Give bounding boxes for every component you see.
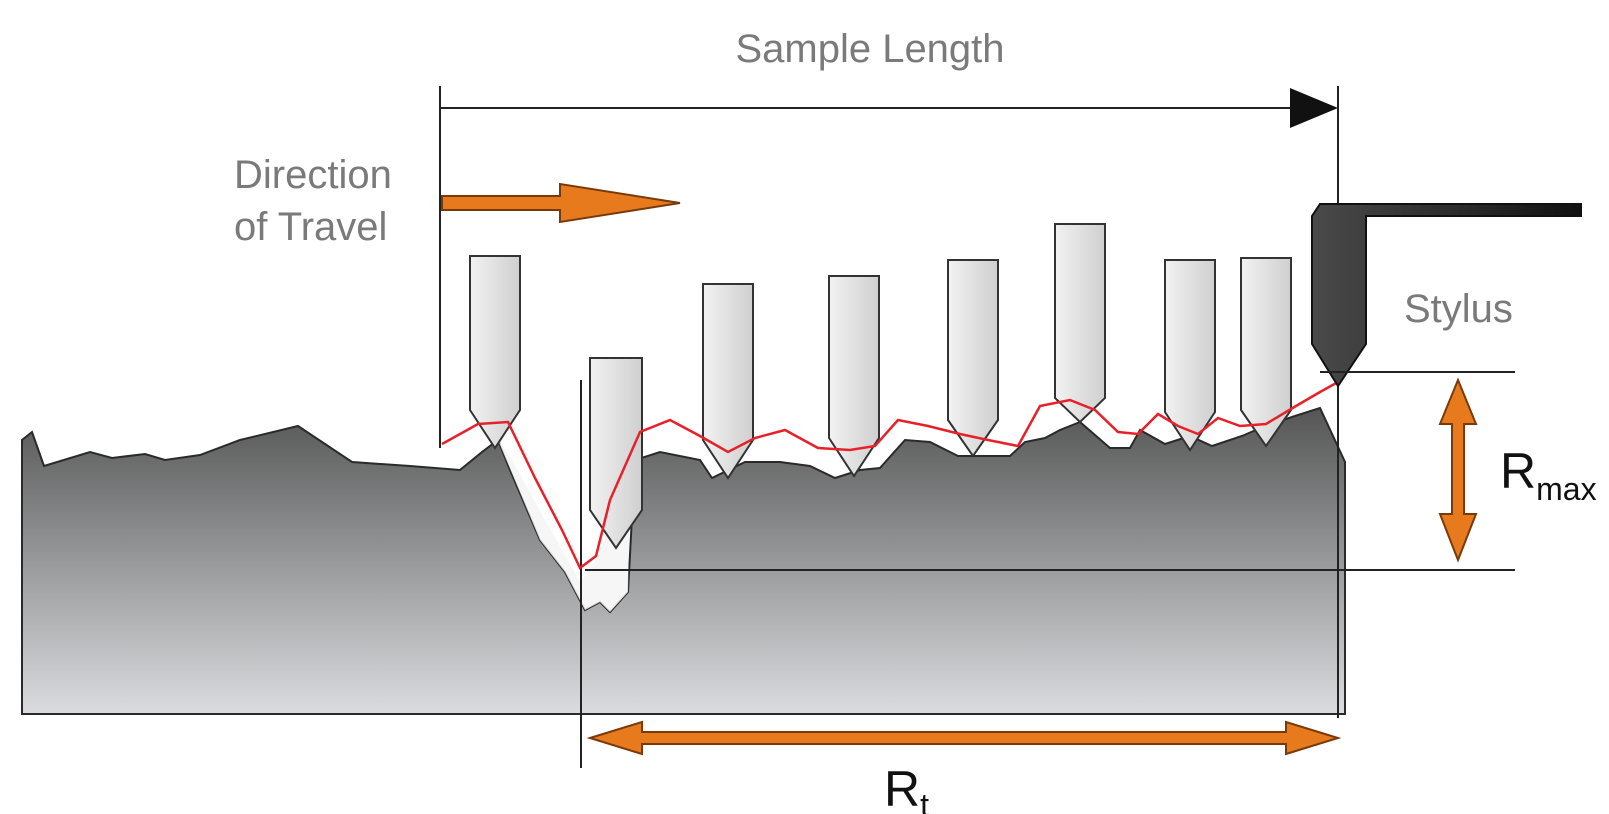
sample-length-arrowhead — [1290, 88, 1338, 128]
rmax-label: Rmax — [1500, 443, 1597, 507]
stylus-6 — [1054, 223, 1106, 424]
stylus-3 — [702, 283, 754, 480]
stylus-trace — [441, 380, 1339, 570]
stylus-2 — [589, 357, 643, 550]
direction-label-line2: of Travel — [234, 205, 387, 249]
rt-label: Rt — [884, 761, 929, 814]
travel-arrow-icon — [441, 182, 681, 224]
stylus-label: Stylus — [1404, 287, 1513, 331]
surface-profile — [21, 406, 1346, 715]
stylus-1 — [469, 255, 521, 450]
stylus-8 — [1240, 257, 1292, 448]
stylus-current — [1311, 203, 1582, 388]
sample-length-label: Sample Length — [735, 27, 1004, 71]
rmax-arrow-icon — [1438, 377, 1478, 563]
stylus-4 — [828, 275, 880, 478]
stylus-positions — [469, 223, 1292, 550]
direction-label-line1: Direction — [234, 153, 392, 197]
rt-arrow-icon — [586, 720, 1342, 756]
stylus-5 — [947, 259, 999, 458]
